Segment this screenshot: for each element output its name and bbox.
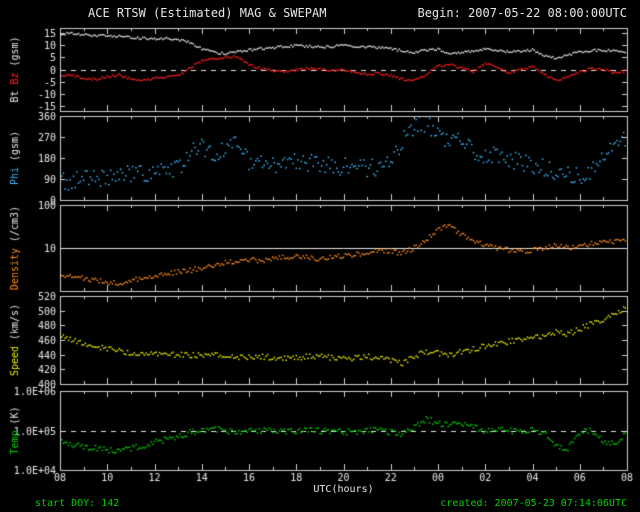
begin-timestamp: Begin: 2007-05-22 08:00:00UTC [417, 6, 627, 20]
start-doy-label: start DOY: 142 [35, 498, 120, 509]
plot-title: ACE RTSW (Estimated) MAG & SWEPAM [88, 6, 327, 20]
x-axis-label: UTC(hours) [313, 484, 374, 495]
created-timestamp: created: 2007-05-23 07:14:06UTC [440, 498, 627, 509]
